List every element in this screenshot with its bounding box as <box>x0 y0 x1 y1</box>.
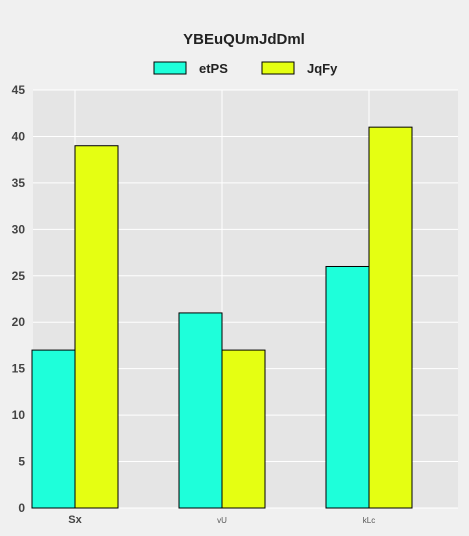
y-tick-label: 40 <box>12 129 26 143</box>
x-axis: Sx vU kLc <box>68 514 375 526</box>
y-tick-label: 15 <box>12 362 26 376</box>
legend[interactable]: etPS JqFy <box>153 61 338 76</box>
bar-jqfy-vu[interactable] <box>221 349 266 509</box>
x-tick-label: vU <box>217 516 227 525</box>
legend-item-jqfy[interactable]: JqFy <box>261 61 338 76</box>
y-tick-label: 10 <box>12 408 26 422</box>
legend-label-jqfy: JqFy <box>307 61 338 76</box>
y-tick-label: 25 <box>12 269 26 283</box>
legend-swatch-etps <box>153 61 187 75</box>
chart-title: YBEuQUmJdDml <box>183 31 305 48</box>
y-tick-label: 35 <box>12 176 26 190</box>
legend-item-etps[interactable]: etPS <box>153 61 228 76</box>
x-tick-label: Sx <box>68 514 82 526</box>
bar-jqfy-klc[interactable] <box>368 126 413 509</box>
bars <box>31 126 413 509</box>
bar-jqfy-sx[interactable] <box>74 145 119 509</box>
bar-etps-sx[interactable] <box>31 349 76 509</box>
bar-etps-vu[interactable] <box>178 312 223 509</box>
x-tick-label: kLc <box>363 516 375 525</box>
bar-etps-klc[interactable] <box>325 265 370 509</box>
y-axis: 0 5 10 15 20 25 30 35 40 45 <box>12 83 26 515</box>
y-tick-label: 20 <box>12 315 26 329</box>
y-tick-label: 5 <box>18 455 25 469</box>
y-tick-label: 45 <box>12 83 26 97</box>
y-tick-label: 0 <box>18 501 25 515</box>
legend-swatch-jqfy <box>261 61 295 75</box>
legend-label-etps: etPS <box>199 61 228 76</box>
y-tick-label: 30 <box>12 222 26 236</box>
